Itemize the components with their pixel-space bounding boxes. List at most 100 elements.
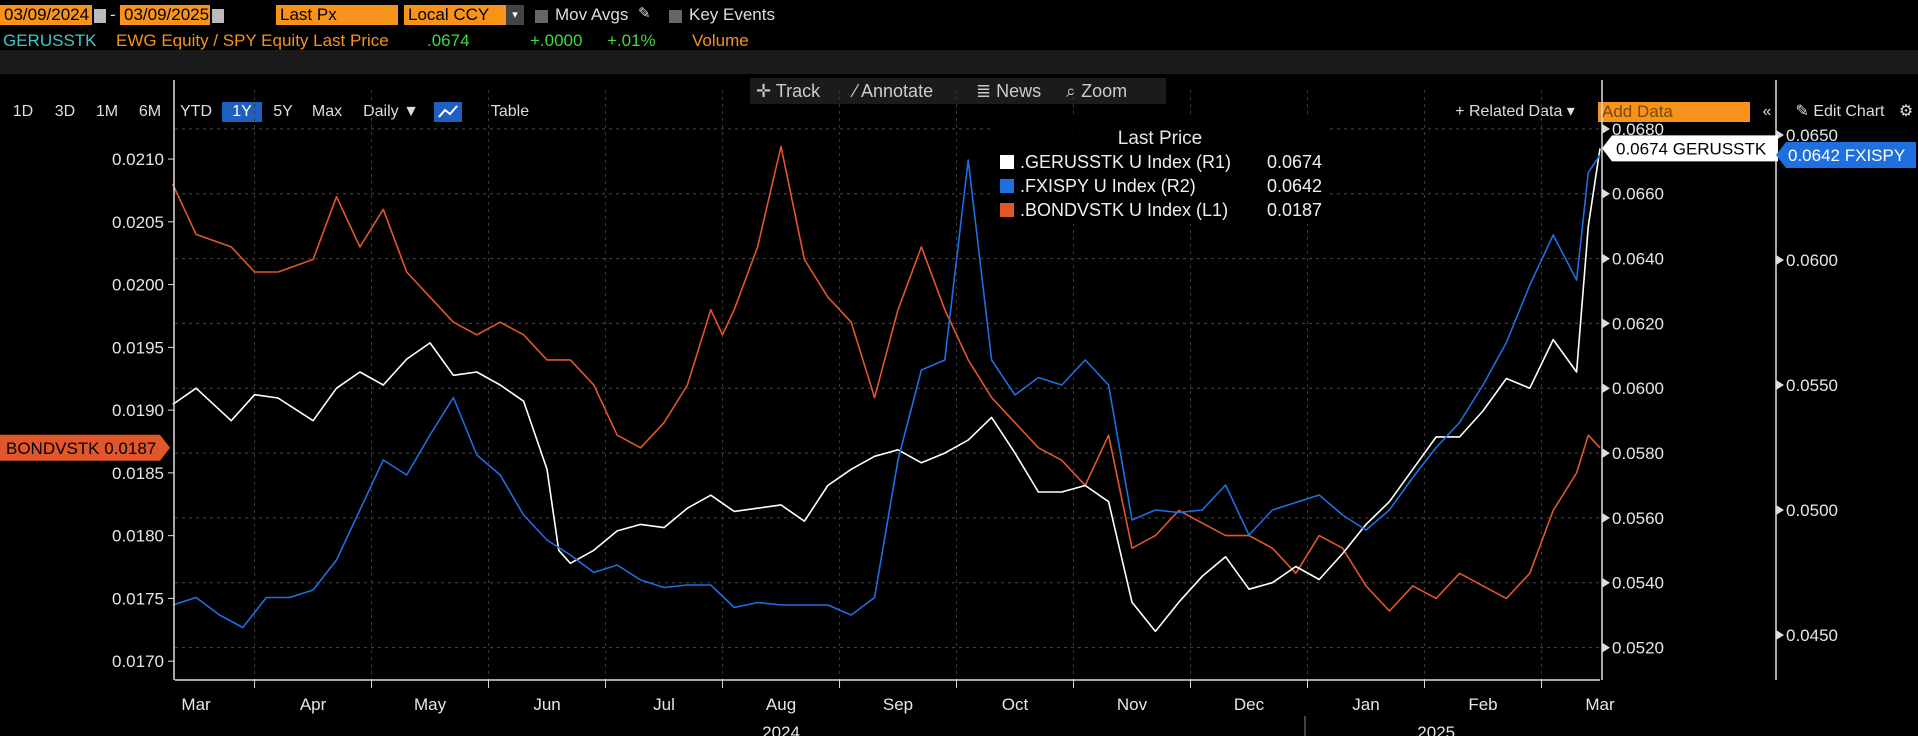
- right1-last-value-tag: [1602, 135, 1778, 162]
- right2-last-value-tag: [1776, 142, 1916, 168]
- right2-tick-label: 0.0600: [1786, 251, 1838, 270]
- right1-tick-label: 0.0540: [1612, 574, 1664, 593]
- right2-tick: [1776, 380, 1784, 390]
- volume-label: Volume: [692, 31, 749, 50]
- x-tick-label: Dec: [1234, 695, 1265, 714]
- zoom-button[interactable]: ⌕ Zoom: [1060, 78, 1166, 104]
- range-1d-button[interactable]: 1D: [12, 103, 34, 120]
- right1-tick: [1602, 253, 1610, 264]
- x-tick-label: Jul: [653, 695, 675, 714]
- range-6m-button[interactable]: 6M: [138, 103, 162, 120]
- left-tick-label: 0.0190: [112, 401, 164, 420]
- range-5y-button[interactable]: 5Y: [273, 103, 293, 120]
- news-button[interactable]: ≣ News: [970, 78, 1062, 104]
- pencil-icon: ✎: [1795, 103, 1814, 120]
- x-tick-label: Nov: [1117, 695, 1148, 714]
- legend-last-value: 0.0674: [1267, 152, 1322, 172]
- end-date-field[interactable]: 03/09/2025: [120, 5, 210, 25]
- range-ytd-button[interactable]: YTD: [180, 103, 212, 120]
- x-tick-label: Mar: [1585, 695, 1615, 714]
- top-toolbar: 03/09/2024 - 03/09/2025 Last Px Local CC…: [0, 0, 1918, 28]
- legend-series-name: .FXISPY U Index (R2): [1020, 176, 1196, 196]
- price-chart[interactable]: 0.0170 0.0175 0.0180 0.0185 0.0190 0.0195 0.02…: [0, 74, 1918, 736]
- chevron-down-icon[interactable]: ▾: [506, 5, 524, 25]
- right1-tick: [1602, 512, 1610, 523]
- right2-tick: [1776, 630, 1784, 640]
- settings-icon[interactable]: ⚙: [1898, 103, 1914, 120]
- currency-select[interactable]: Local CCY: [404, 5, 508, 25]
- legend-series-name: .BONDVSTK U Index (L1): [1020, 200, 1228, 220]
- start-date-field[interactable]: 03/09/2024: [0, 5, 92, 25]
- left-tick-label: 0.0180: [112, 527, 164, 546]
- annotate-button[interactable]: ⁄ Annotate: [848, 78, 972, 104]
- end-calendar-icon[interactable]: [212, 9, 224, 23]
- line-chart-icon[interactable]: [434, 102, 462, 122]
- key-events-checkbox[interactable]: [669, 10, 682, 23]
- left-last-value-tag: [0, 434, 170, 461]
- range-max-button[interactable]: Max: [311, 103, 343, 120]
- ticker-symbol: GERUSSTK: [3, 31, 97, 50]
- mov-avgs-label[interactable]: Mov Avgs: [555, 5, 629, 24]
- frequency-select[interactable]: Daily ▼: [363, 103, 419, 120]
- series-line-l1: [171, 145, 1601, 612]
- crosshair-icon: ✛: [756, 81, 776, 101]
- right2-tick-label: 0.0500: [1786, 501, 1838, 520]
- edit-chart-button[interactable]: ✎ Edit Chart: [1784, 102, 1896, 122]
- ticker-row: GERUSSTK EWG Equity / SPY Equity Last Pr…: [0, 28, 1918, 50]
- series-line-r1: [172, 148, 1601, 633]
- date-separator: -: [110, 5, 116, 24]
- pct-change-value: +.01%: [607, 31, 656, 50]
- legend-swatch: [1000, 179, 1014, 193]
- right2-last-value-label: 0.0642 FXISPY: [1788, 146, 1905, 165]
- x-tick-label: Sep: [883, 695, 913, 714]
- legend-last-value: 0.0642: [1267, 176, 1322, 196]
- right2-tick-label: 0.0550: [1786, 376, 1838, 395]
- chart-legend: Last Price .GERUSSTK U Index (R1) 0.0674 .F…: [990, 118, 1330, 224]
- x-tick-label: Jun: [533, 695, 560, 714]
- left-tick-label: 0.0200: [112, 276, 164, 295]
- left-tick-label: 0.0175: [112, 589, 164, 608]
- left-tick-label: 0.0185: [112, 464, 164, 483]
- range-1y-button[interactable]: 1Y: [222, 102, 262, 122]
- last-price-value: .0674: [427, 31, 470, 50]
- right1-tick-label: 0.0560: [1612, 509, 1664, 528]
- series-line-r2: [172, 154, 1601, 629]
- range-3d-button[interactable]: 3D: [54, 103, 76, 120]
- track-button[interactable]: ✛ Track: [750, 78, 850, 104]
- x-tick-label: Aug: [766, 695, 796, 714]
- x-tick-label: Mar: [181, 695, 211, 714]
- collapse-icon[interactable]: «: [1762, 103, 1772, 120]
- table-button[interactable]: Table: [490, 103, 530, 120]
- year-label: 2025: [1417, 723, 1455, 736]
- news-label: News: [996, 81, 1042, 101]
- key-events-label[interactable]: Key Events: [689, 5, 775, 24]
- track-label: Track: [775, 81, 821, 101]
- right2-tick: [1776, 505, 1784, 515]
- zoom-icon: ⌕: [1066, 81, 1082, 101]
- related-data-button[interactable]: + Related Data ▾: [1455, 103, 1575, 120]
- line-tool-icon: ⁄: [854, 81, 862, 101]
- x-tick-label: Apr: [300, 695, 327, 714]
- right2-tick-label: 0.0650: [1786, 126, 1838, 145]
- x-tick-label: Jan: [1352, 695, 1379, 714]
- x-tick-label: Feb: [1468, 695, 1497, 714]
- pencil-icon[interactable]: ✎: [638, 5, 651, 22]
- start-calendar-icon[interactable]: [94, 9, 106, 23]
- series-lines: [171, 145, 1601, 633]
- chart-grid: [175, 90, 1600, 680]
- mov-avgs-checkbox[interactable]: [535, 10, 548, 23]
- price-field-select[interactable]: Last Px: [276, 5, 398, 25]
- news-icon: ≣: [976, 81, 997, 101]
- annotate-label: Annotate: [861, 81, 934, 101]
- right2-tick-label: 0.0450: [1786, 626, 1838, 645]
- right1-tick: [1602, 642, 1610, 653]
- left-tick-label: 0.0205: [112, 213, 164, 232]
- right1-tick-label: 0.0520: [1612, 639, 1664, 658]
- right1-tick-label: 0.0600: [1612, 379, 1664, 398]
- right1-tick: [1602, 318, 1610, 329]
- left-tick-label: 0.0210: [112, 150, 164, 169]
- zoom-label: Zoom: [1081, 81, 1128, 101]
- add-data-input[interactable]: Add Data: [1598, 102, 1750, 122]
- range-1m-button[interactable]: 1M: [95, 103, 119, 120]
- x-tick-label: May: [414, 695, 447, 714]
